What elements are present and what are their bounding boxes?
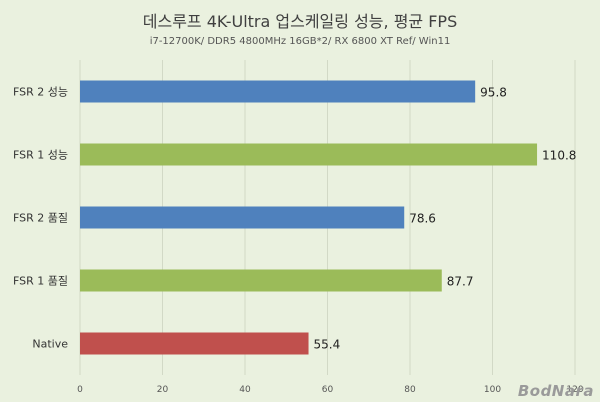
category-label: Native bbox=[32, 338, 68, 351]
x-tick-label: 120 bbox=[566, 385, 583, 395]
category-label: FSR 1 성능 bbox=[13, 149, 68, 162]
value-label: 110.8 bbox=[542, 149, 576, 163]
x-tick-label: 40 bbox=[239, 385, 251, 395]
category-label: FSR 2 성능 bbox=[13, 86, 68, 99]
bar bbox=[80, 269, 442, 292]
value-label: 78.6 bbox=[409, 212, 436, 226]
bar bbox=[80, 332, 309, 355]
x-tick-label: 100 bbox=[484, 385, 501, 395]
x-tick-label: 0 bbox=[77, 385, 83, 395]
category-label: FSR 2 품질 bbox=[13, 212, 68, 225]
bar bbox=[80, 143, 538, 166]
x-tick-label: 20 bbox=[157, 385, 169, 395]
watermark-logo: BodNara bbox=[517, 382, 594, 400]
x-tick-label: 80 bbox=[404, 385, 416, 395]
x-tick-label: 60 bbox=[322, 385, 334, 395]
category-label: FSR 1 품질 bbox=[13, 275, 68, 288]
bar bbox=[80, 80, 476, 103]
value-label: 95.8 bbox=[480, 86, 507, 100]
value-label: 87.7 bbox=[447, 275, 474, 289]
chart-subtitle: i7-12700K/ DDR5 4800MHz 16GB*2/ RX 6800 … bbox=[149, 36, 451, 47]
chart-title: 데스루프 4K-Ultra 업스케일링 성능, 평균 FPS bbox=[142, 12, 458, 31]
bar bbox=[80, 206, 405, 229]
value-label: 55.4 bbox=[314, 338, 341, 352]
